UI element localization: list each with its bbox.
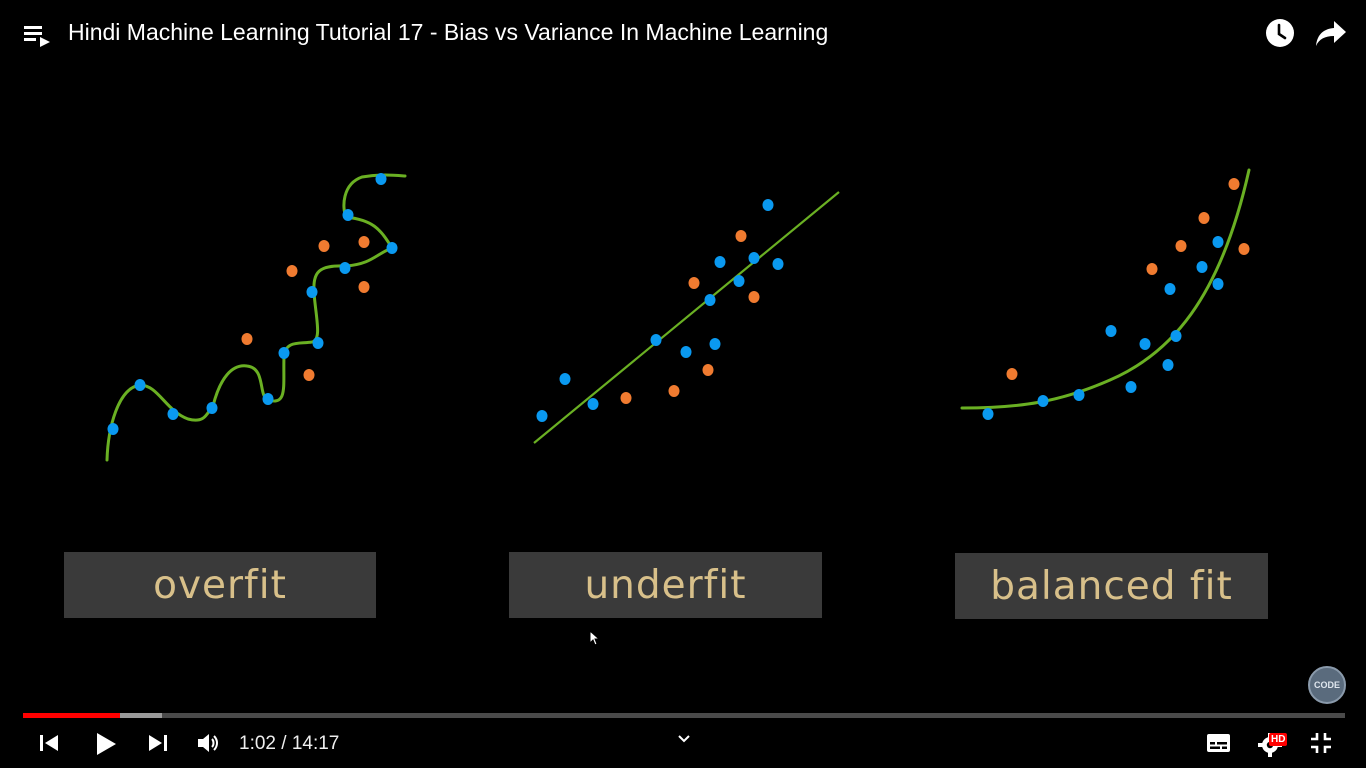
blue-data-point [1162, 359, 1174, 371]
orange-data-point [702, 364, 714, 376]
previous-icon[interactable] [38, 732, 60, 754]
orange-data-point [735, 230, 747, 242]
blue-data-point [748, 252, 760, 264]
next-icon[interactable] [147, 732, 169, 754]
orange-data-point [1238, 243, 1250, 255]
orange-data-point [1006, 368, 1018, 380]
hd-badge: HD [1269, 733, 1288, 746]
blue-data-point [1037, 395, 1049, 407]
blue-data-point [375, 173, 387, 185]
overfit-label-box: overfit [64, 552, 376, 618]
watermark-text: CODE [1313, 680, 1340, 690]
data-points [107, 173, 1250, 435]
orange-data-point [358, 236, 370, 248]
blue-data-point [714, 256, 726, 268]
play-icon[interactable] [94, 731, 118, 757]
blue-data-point [733, 275, 745, 287]
orange-data-point [1175, 240, 1187, 252]
orange-data-point [1146, 263, 1158, 275]
video-frame[interactable]: overfit underfit balanced fit CODE [0, 68, 1366, 708]
blue-data-point [1196, 261, 1208, 273]
chevron-down-icon[interactable] [677, 734, 691, 744]
blue-data-point [1212, 278, 1224, 290]
orange-data-point [1198, 212, 1210, 224]
bias-variance-illustration [105, 168, 1251, 462]
blue-data-point [772, 258, 784, 270]
blue-data-point [536, 410, 548, 422]
blue-data-point [342, 209, 354, 221]
video-title[interactable]: Hindi Machine Learning Tutorial 17 - Bia… [68, 19, 829, 45]
volume-icon[interactable] [196, 732, 220, 754]
progress-played [23, 713, 120, 718]
subtitles-icon[interactable] [1206, 733, 1231, 753]
blue-data-point [1073, 389, 1085, 401]
blue-data-point [206, 402, 218, 414]
orange-data-point [688, 277, 700, 289]
blue-data-point [1125, 381, 1137, 393]
orange-data-point [620, 392, 632, 404]
watch-later-icon[interactable] [1264, 17, 1296, 49]
progress-bar[interactable] [23, 713, 1345, 718]
balanced-fit-label: balanced fit [990, 563, 1233, 609]
blue-data-point [704, 294, 716, 306]
blue-data-point [306, 286, 318, 298]
orange-data-point [318, 240, 330, 252]
share-icon[interactable] [1314, 17, 1348, 49]
blue-data-point [1170, 330, 1182, 342]
underfit-line [533, 191, 840, 444]
blue-data-point [1164, 283, 1176, 295]
blue-data-point [680, 346, 692, 358]
time-display: 1:02 / 14:17 [239, 733, 340, 754]
underfit-label: underfit [584, 562, 747, 608]
blue-data-point [278, 347, 290, 359]
blue-data-point [1105, 325, 1117, 337]
blue-data-point [134, 379, 146, 391]
channel-watermark[interactable]: CODE [1308, 666, 1346, 704]
player-controls: 1:02 / 14:17 HD [0, 722, 1366, 768]
overfit-curve [105, 173, 407, 462]
underfit-plot [533, 191, 840, 444]
underfit-label-box: underfit [509, 552, 822, 618]
mouse-cursor-icon [589, 630, 601, 646]
video-title-bar: Hindi Machine Learning Tutorial 17 - Bia… [0, 0, 1366, 68]
blue-data-point [386, 242, 398, 254]
blue-data-point [1212, 236, 1224, 248]
overfit-plot [105, 173, 407, 462]
balanced-fit-label-box: balanced fit [955, 553, 1268, 619]
blue-data-point [587, 398, 599, 410]
blue-data-point [107, 423, 119, 435]
playlist-icon[interactable] [22, 20, 52, 50]
orange-data-point [358, 281, 370, 293]
blue-data-point [339, 262, 351, 274]
blue-data-point [762, 199, 774, 211]
orange-data-point [1228, 178, 1240, 190]
orange-data-point [748, 291, 760, 303]
overfit-label: overfit [153, 562, 287, 608]
blue-data-point [650, 334, 662, 346]
orange-data-point [303, 369, 315, 381]
blue-data-point [559, 373, 571, 385]
orange-data-point [668, 385, 680, 397]
blue-data-point [262, 393, 274, 405]
blue-data-point [709, 338, 721, 350]
blue-data-point [982, 408, 994, 420]
orange-data-point [286, 265, 298, 277]
orange-data-point [241, 333, 253, 345]
exit-fullscreen-icon[interactable] [1310, 732, 1332, 754]
balanced-curve [960, 168, 1251, 410]
blue-data-point [312, 337, 324, 349]
blue-data-point [1139, 338, 1151, 350]
blue-data-point [167, 408, 179, 420]
balanced-plot [960, 168, 1251, 410]
